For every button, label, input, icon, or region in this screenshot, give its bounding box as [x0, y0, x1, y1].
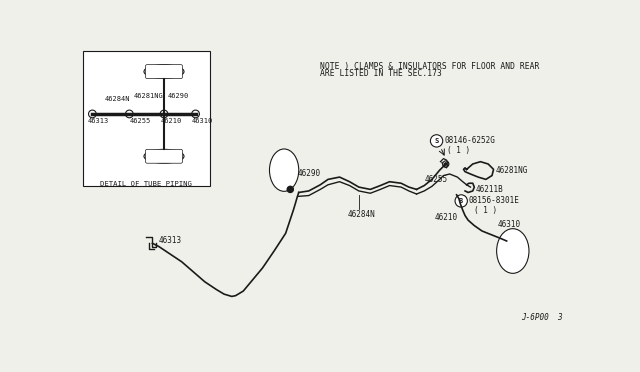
Text: NOTE ) CLAMPS & INSULATORS FOR FLOOR AND REAR: NOTE ) CLAMPS & INSULATORS FOR FLOOR AND…: [320, 62, 540, 71]
FancyBboxPatch shape: [145, 65, 182, 78]
Text: S: S: [435, 138, 438, 144]
Text: 46281NG: 46281NG: [134, 93, 164, 99]
Circle shape: [431, 135, 443, 147]
Ellipse shape: [497, 229, 529, 273]
Circle shape: [460, 196, 466, 202]
Ellipse shape: [144, 65, 184, 78]
Circle shape: [455, 195, 467, 207]
Text: 08156-8301E: 08156-8301E: [469, 196, 520, 205]
Circle shape: [443, 161, 449, 167]
Text: 46313: 46313: [159, 237, 182, 246]
Text: 46310: 46310: [497, 219, 520, 228]
Text: 46290: 46290: [298, 170, 321, 179]
Circle shape: [445, 163, 447, 165]
Circle shape: [287, 186, 293, 192]
Text: ARE LISTED IN THE SEC.173: ARE LISTED IN THE SEC.173: [320, 69, 442, 78]
Text: 46255: 46255: [425, 175, 448, 184]
Circle shape: [192, 110, 200, 118]
Text: 46284N: 46284N: [105, 96, 130, 102]
Text: 46290: 46290: [168, 93, 189, 99]
Text: 46281NG: 46281NG: [496, 166, 528, 174]
Ellipse shape: [144, 150, 184, 163]
Text: 46313: 46313: [88, 118, 109, 124]
Text: 46255: 46255: [130, 118, 151, 124]
Circle shape: [461, 198, 464, 200]
Bar: [83, 51, 210, 186]
Circle shape: [160, 110, 168, 118]
Text: 08146-6252G: 08146-6252G: [444, 137, 495, 145]
Text: ( 1 ): ( 1 ): [474, 206, 497, 215]
FancyBboxPatch shape: [145, 150, 182, 163]
Circle shape: [88, 110, 96, 118]
Circle shape: [125, 110, 133, 118]
Text: ( 1 ): ( 1 ): [447, 145, 470, 155]
Ellipse shape: [269, 149, 299, 191]
Text: 46284N: 46284N: [348, 209, 375, 218]
Text: J-6P00  3: J-6P00 3: [521, 313, 563, 322]
Text: 46211B: 46211B: [476, 185, 504, 194]
Text: 46310: 46310: [192, 118, 213, 124]
Text: 46210: 46210: [435, 214, 458, 222]
Text: 46210: 46210: [161, 118, 182, 124]
Text: B: B: [459, 198, 463, 204]
Text: DETAIL OF TUBE PIPING: DETAIL OF TUBE PIPING: [100, 181, 192, 187]
